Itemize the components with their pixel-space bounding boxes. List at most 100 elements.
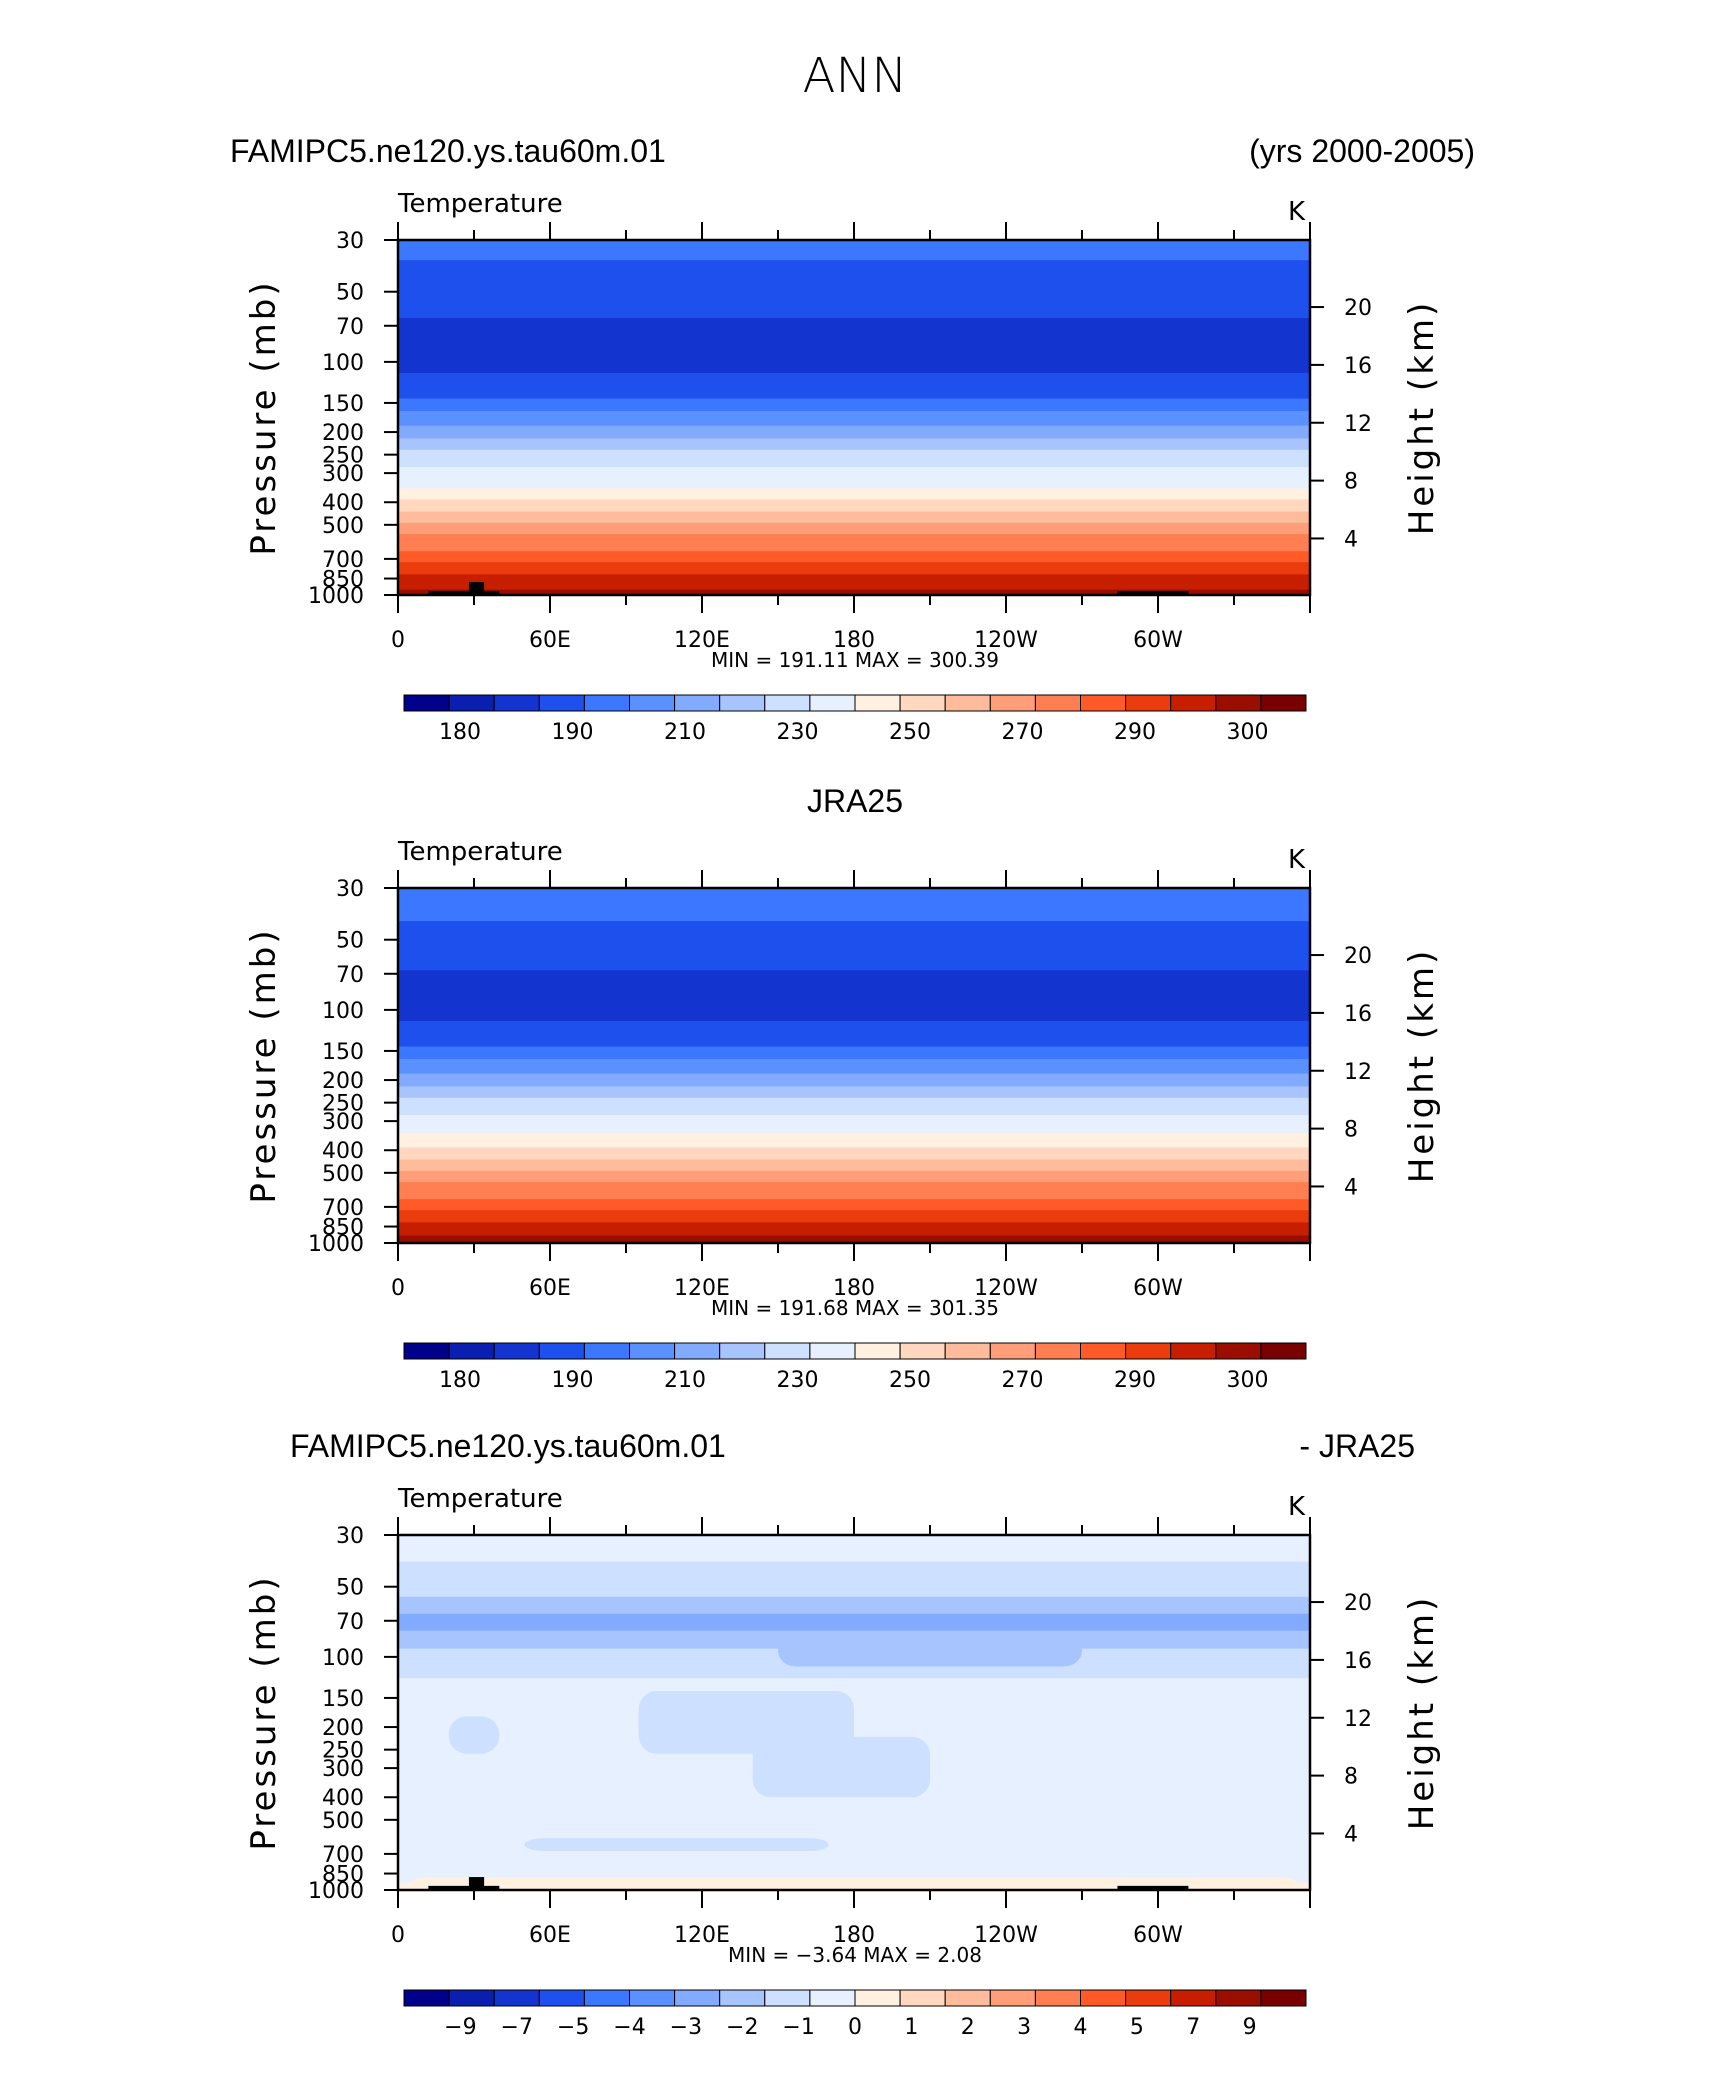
y-tick-label: 700 xyxy=(322,1196,364,1221)
contour-band xyxy=(398,1697,1310,1703)
colorbar-swatch xyxy=(1034,694,1082,712)
contour-band xyxy=(398,1232,1310,1236)
y-tick-label: 100 xyxy=(322,1646,364,1671)
panel-title-left: FAMIPC5.ne120.ys.tau60m.01 xyxy=(290,1428,726,1464)
contour-band xyxy=(398,933,1310,941)
x-tick-label: 60W xyxy=(1133,1276,1183,1301)
contour-band xyxy=(398,1808,1310,1813)
contour-patch xyxy=(448,1716,500,1754)
contour-band xyxy=(398,1836,1310,1842)
contour-band xyxy=(398,965,1310,971)
contour-band xyxy=(398,417,1310,422)
contour-band xyxy=(398,339,1310,345)
contour-band xyxy=(398,1573,1310,1582)
y-tick-label: 700 xyxy=(322,548,364,573)
y-axis-title: Pressure (mb) xyxy=(244,1574,284,1850)
y-tick-label: 150 xyxy=(322,1687,364,1712)
contour-band xyxy=(398,1667,1310,1674)
contour-band xyxy=(398,446,1310,450)
contour-band xyxy=(398,948,1310,954)
contour-band xyxy=(398,468,1310,472)
colorbar-label: 210 xyxy=(664,1368,706,1393)
y-tick-label: 100 xyxy=(322,999,364,1024)
contour-band xyxy=(398,573,1310,577)
x-tick-label: 120E xyxy=(674,1276,730,1301)
colorbar-label: 290 xyxy=(1114,720,1156,745)
y-axis-title: Pressure (mb) xyxy=(244,279,284,555)
contour-band xyxy=(398,584,1310,588)
contour-band xyxy=(398,1595,1310,1600)
contour-band xyxy=(398,1589,1310,1593)
contour-band xyxy=(398,246,1310,254)
colorbar-swatch xyxy=(538,694,585,712)
colorbar-swatch xyxy=(854,1989,901,2007)
contour-band xyxy=(398,533,1310,539)
colorbar-swatch xyxy=(719,694,766,712)
colorbar-swatch xyxy=(583,694,631,712)
min-max-label: MIN = −3.64 MAX = 2.08 xyxy=(728,1943,982,1967)
y2-axis-title: Height (km) xyxy=(1402,1595,1442,1831)
panel-title-right: (yrs 2000-2005) xyxy=(1249,133,1475,169)
contour-band xyxy=(398,582,1310,586)
contour-band xyxy=(398,1091,1310,1095)
contour-band xyxy=(398,1800,1310,1804)
y2-axis-title: Height (km) xyxy=(1402,948,1442,1184)
contour-band xyxy=(398,1814,1310,1818)
contour-band xyxy=(398,1819,1310,1825)
colorbar-label: 230 xyxy=(777,720,819,745)
contour-band xyxy=(398,1020,1310,1027)
contour-band xyxy=(398,541,1310,547)
contour-band xyxy=(398,550,1310,556)
contour-band xyxy=(398,1216,1310,1220)
contour-band xyxy=(398,1861,1310,1865)
y-tick-label: 70 xyxy=(336,963,364,988)
panel-title-right: - JRA25 xyxy=(1299,1428,1415,1464)
contour-band xyxy=(398,470,1310,474)
x-tick-label: 0 xyxy=(391,628,405,653)
contour-band xyxy=(398,1593,1310,1597)
contour-band xyxy=(398,973,1310,980)
contour-band xyxy=(398,1069,1310,1074)
contour-band xyxy=(398,367,1310,373)
y-tick-label: 250 xyxy=(322,1092,364,1117)
contour-band xyxy=(398,1616,1310,1620)
contour-band xyxy=(398,1238,1310,1242)
colorbar-swatch xyxy=(944,1342,991,1360)
colorbar-label: −1 xyxy=(782,2015,814,2040)
contour-band xyxy=(398,1856,1310,1860)
contour-band xyxy=(398,1866,1310,1870)
variable-label: Temperature xyxy=(397,189,563,219)
contour-band xyxy=(398,1797,1310,1801)
contour-band xyxy=(398,1061,1310,1067)
contour-band xyxy=(398,325,1310,332)
contour-band xyxy=(398,1181,1310,1187)
contour-field xyxy=(398,240,1310,595)
colorbar-swatch xyxy=(674,1989,721,2007)
contour-band xyxy=(398,1221,1310,1225)
contour-band xyxy=(398,1114,1310,1118)
contour-band xyxy=(398,1099,1310,1104)
colorbar-label: 190 xyxy=(552,1368,594,1393)
colorbar-label: 180 xyxy=(439,1368,481,1393)
contour-band xyxy=(398,1817,1310,1821)
contour-band xyxy=(398,449,1310,453)
contour-band xyxy=(398,1153,1310,1157)
y-tick-label: 700 xyxy=(322,1843,364,1868)
contour-band xyxy=(398,252,1310,261)
contour-band xyxy=(398,1132,1310,1137)
contour-band xyxy=(398,1167,1310,1171)
contour-band xyxy=(398,1104,1310,1109)
contour-band xyxy=(398,502,1310,506)
topography xyxy=(1117,590,1189,595)
y-tick-label: 250 xyxy=(322,444,364,469)
contour-band xyxy=(398,1612,1310,1616)
contour-band xyxy=(398,1868,1310,1872)
contour-band xyxy=(398,494,1310,500)
y2-tick-label: 4 xyxy=(1344,1175,1358,1200)
y-tick-label: 150 xyxy=(322,1040,364,1065)
colorbar-swatch xyxy=(538,1989,585,2007)
contour-band xyxy=(398,522,1310,526)
contour-band xyxy=(398,537,1310,543)
contour-band xyxy=(398,1875,1310,1879)
